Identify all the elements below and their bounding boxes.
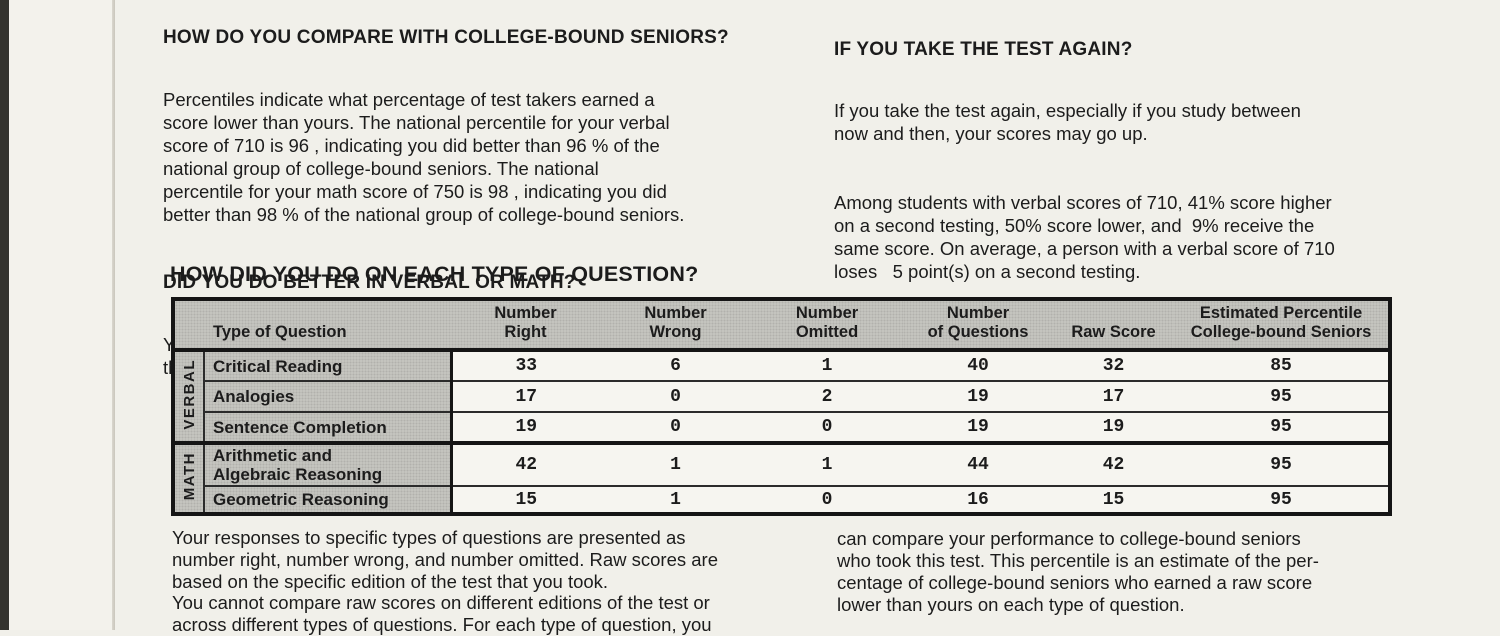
column-header-type-of-question: Type of Question: [173, 299, 451, 352]
number-omitted-value: 0: [751, 411, 903, 443]
number-omitted-value: 2: [751, 380, 903, 412]
footnote-right-column: can compare your performance to college-…: [837, 528, 1319, 615]
number-of-questions-value: 44: [903, 441, 1053, 486]
percentile-value: 95: [1174, 411, 1390, 443]
number-of-questions-value: 40: [903, 349, 1053, 381]
compare-body: Percentiles indicate what percentage of …: [163, 89, 685, 225]
column-header-raw-score: Raw Score: [1053, 299, 1174, 352]
number-omitted-value: 1: [751, 441, 903, 486]
table-row-arithmetic-algebraic: MATH Arithmetic and Algebraic Reasoning …: [173, 441, 1390, 514]
table-row-analogies: Analogies 17 0 2 19 17 95: [173, 380, 1390, 412]
raw-score-value: 15: [1053, 485, 1174, 514]
scan-crease-line: [112, 0, 115, 630]
better-heading: DID YOU DO BETTER IN VERBAL OR MATH?: [163, 272, 576, 293]
number-right-value: 42: [451, 441, 600, 486]
raw-score-value: 42: [1053, 441, 1174, 486]
raw-score-value: 32: [1053, 349, 1174, 381]
number-of-questions-value: 19: [903, 411, 1053, 443]
percentile-value: 95: [1174, 485, 1390, 514]
number-right-value: 19: [451, 411, 600, 443]
number-right-value: 33: [451, 349, 600, 381]
row-label: Analogies: [204, 380, 453, 412]
row-label: Geometric Reasoning: [204, 485, 453, 514]
number-of-questions-value: 16: [903, 485, 1053, 514]
retake-heading: IF YOU TAKE THE TEST AGAIN?: [834, 39, 1133, 60]
number-right-value: 17: [451, 380, 600, 412]
number-wrong-value: 0: [600, 380, 751, 412]
question-type-score-table: Type of Question Number Right Number Wro…: [171, 297, 1392, 516]
column-header-number-of-questions: Number of Questions: [903, 299, 1053, 352]
number-wrong-value: 6: [600, 349, 751, 381]
column-header-estimated-percentile: Estimated Percentile College-bound Senio…: [1174, 299, 1390, 352]
compare-heading: HOW DO YOU COMPARE WITH COLLEGE-BOUND SE…: [163, 27, 729, 48]
column-header-number-wrong: Number Wrong: [600, 299, 751, 352]
number-wrong-value: 1: [600, 485, 751, 514]
retake-paragraph-2: Among students with verbal scores of 710…: [834, 192, 1335, 282]
scan-edge-bar: [0, 0, 9, 630]
percentile-value: 95: [1174, 380, 1390, 412]
row-label: Arithmetic and Algebraic Reasoning: [204, 441, 453, 486]
number-right-value: 15: [451, 485, 600, 514]
row-label: Sentence Completion: [204, 411, 453, 443]
footnote-left-column: Your responses to specific types of ques…: [172, 527, 719, 636]
table-row-geometric-reasoning: Geometric Reasoning 15 1 0 16 15 95: [173, 485, 1390, 514]
row-label: Critical Reading: [204, 349, 453, 381]
math-group-label: MATH: [180, 451, 198, 501]
retake-paragraph-1: If you take the test again, especially i…: [834, 100, 1301, 144]
column-header-number-omitted: Number Omitted: [751, 299, 903, 352]
number-wrong-value: 0: [600, 411, 751, 443]
number-wrong-value: 1: [600, 441, 751, 486]
verbal-group-label: VERBAL: [180, 358, 198, 430]
column-header-number-right: Number Right: [451, 299, 600, 352]
verbal-group-cell: VERBAL: [173, 349, 205, 443]
table-row-critical-reading: VERBAL Critical Reading 33 6 1 40 32 85: [173, 349, 1390, 443]
number-omitted-value: 0: [751, 485, 903, 514]
table-row-sentence-completion: Sentence Completion 19 0 0 19 19 95: [173, 411, 1390, 443]
percentile-value: 85: [1174, 349, 1390, 381]
math-group-cell: MATH: [173, 441, 205, 514]
scan-margin-strip: [9, 0, 112, 630]
number-of-questions-value: 19: [903, 380, 1053, 412]
raw-score-value: 19: [1053, 411, 1174, 443]
number-omitted-value: 1: [751, 349, 903, 381]
raw-score-value: 17: [1053, 380, 1174, 412]
percentile-value: 95: [1174, 441, 1390, 486]
question-types-heading: HOW DID YOU DO ON EACH TYPE OF QUESTION?: [170, 262, 699, 286]
